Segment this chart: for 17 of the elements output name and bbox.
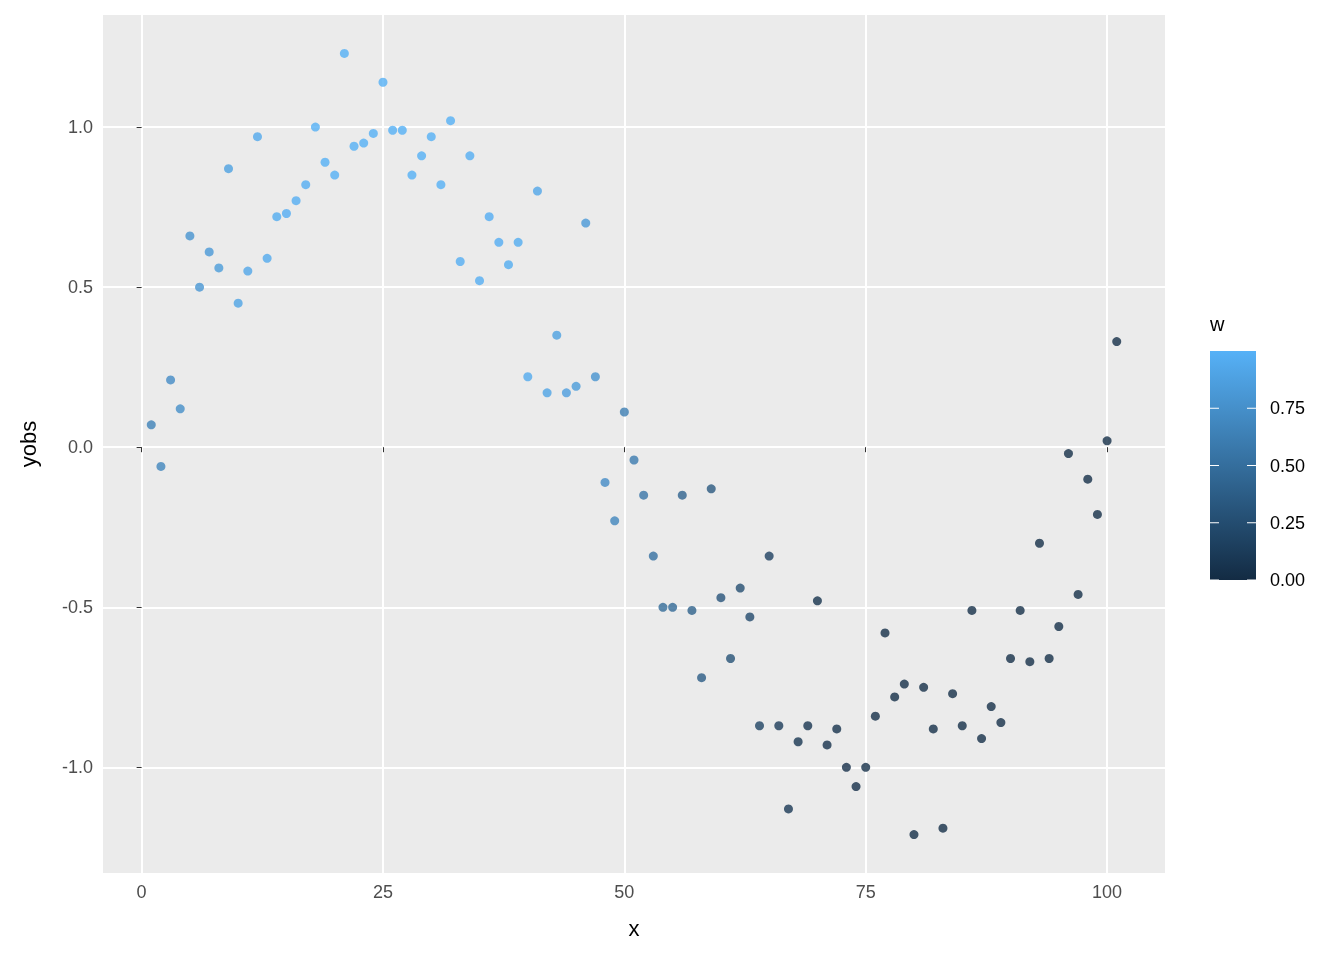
y-tick-label: 0.0 <box>67 437 93 458</box>
color-bar-label: 0.00 <box>1270 570 1306 590</box>
x-axis-title: x <box>628 915 640 941</box>
x-tick-label: 0 <box>136 882 147 902</box>
x-tick-label: 100 <box>1092 882 1123 902</box>
x-tick-label: 75 <box>855 882 876 902</box>
color-bar-label: 0.25 <box>1270 512 1306 533</box>
x-tick-label: 25 <box>372 882 393 902</box>
y-axis-title: yobs <box>15 420 41 468</box>
y-tick-label: 0.5 <box>67 277 93 298</box>
color-bar-label: 0.50 <box>1270 455 1306 476</box>
y-tick-label: -1.0 <box>61 757 93 778</box>
x-tick-label: 50 <box>614 882 635 902</box>
color-bar-label: 0.75 <box>1270 398 1306 419</box>
y-tick-label: -0.5 <box>61 597 93 618</box>
y-tick-label: 1.0 <box>67 117 93 138</box>
legend-title: w <box>1209 313 1225 335</box>
